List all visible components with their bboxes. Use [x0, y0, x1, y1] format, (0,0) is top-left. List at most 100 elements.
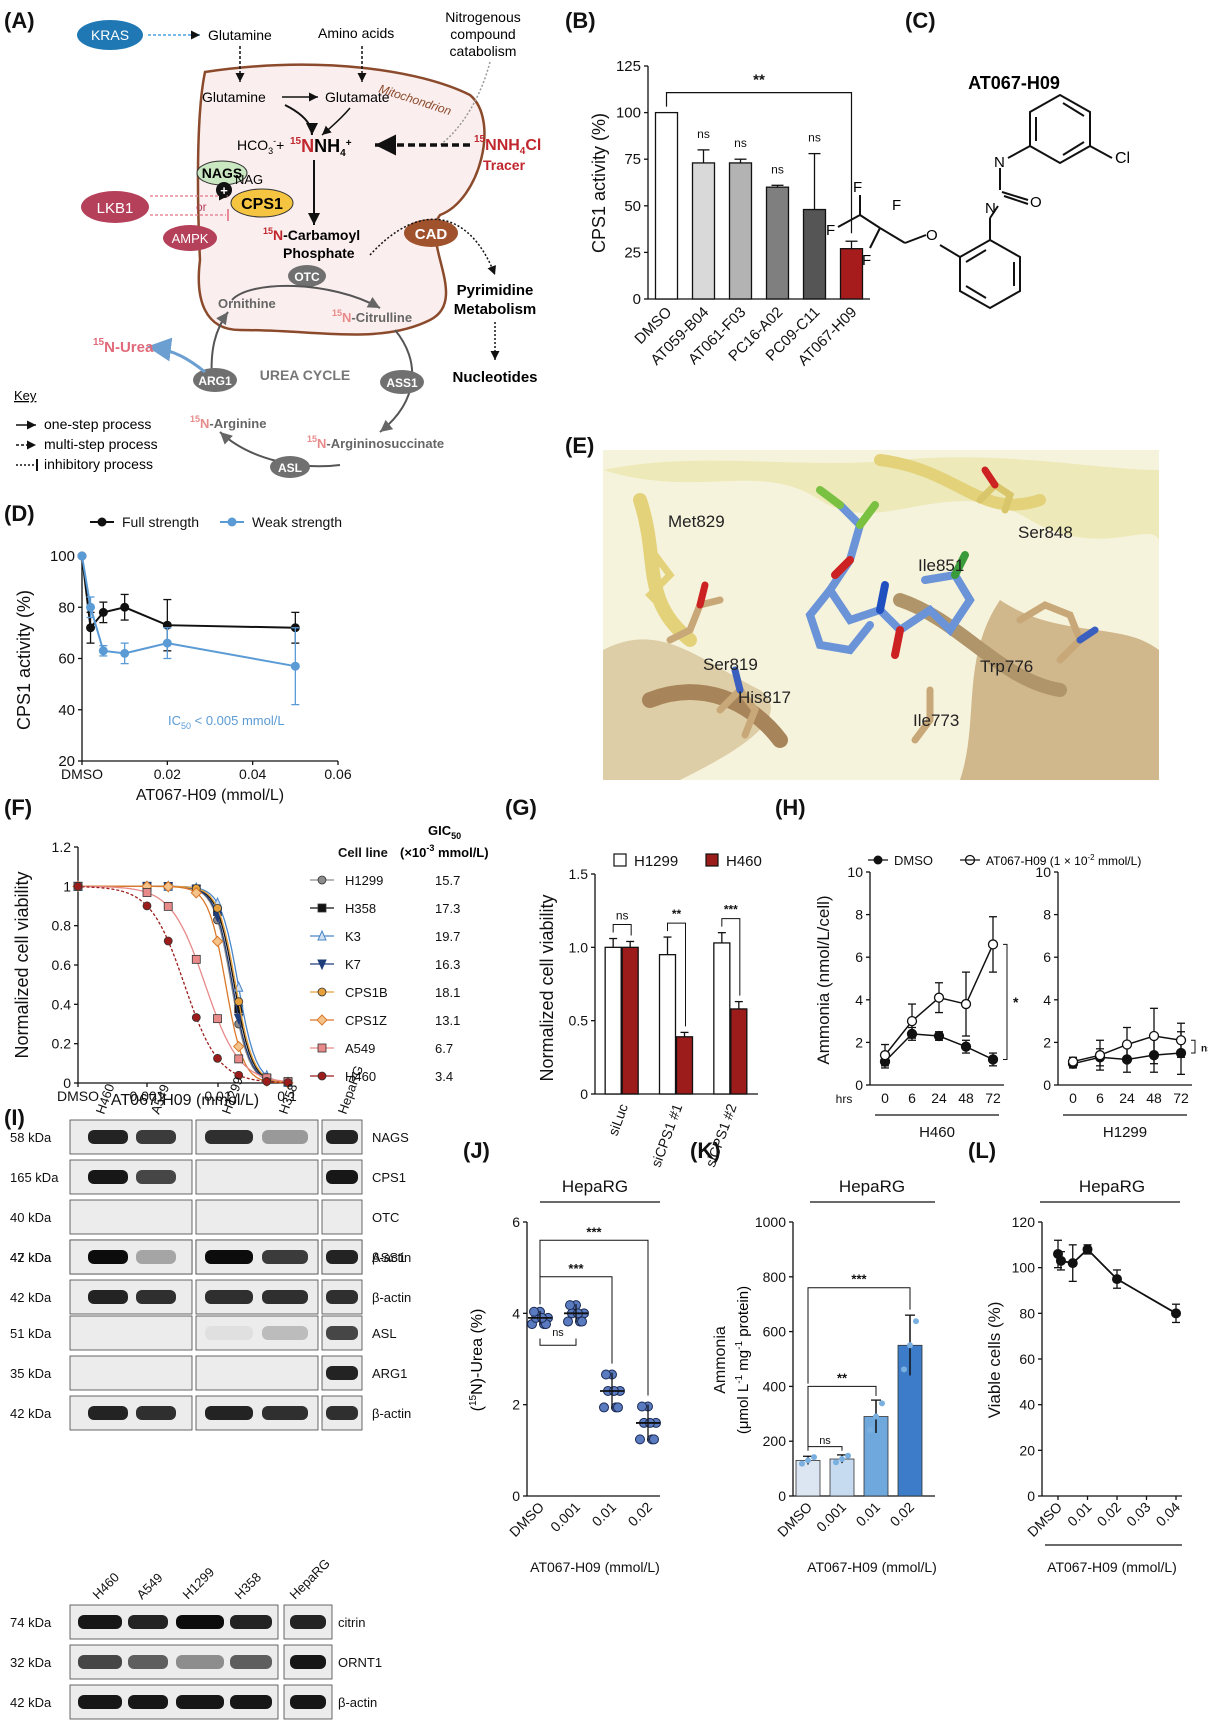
lane-label: H460: [90, 1570, 123, 1603]
blot-strip: [195, 1199, 319, 1235]
y-tick-label: 1000: [755, 1214, 786, 1230]
panel-a: (A) Mitochondrion KRAS Glutamine Amino a…: [4, 8, 541, 478]
carbamoyl-1: 15N-Carbamoyl: [263, 226, 360, 243]
band: [326, 1250, 358, 1264]
key-one-step: one-step process: [44, 416, 151, 432]
band: [230, 1615, 272, 1629]
band: [262, 1406, 308, 1420]
x-tick-label: 24: [1119, 1090, 1135, 1106]
unit-sup: -3: [426, 843, 434, 853]
data-point: [234, 1070, 244, 1080]
sig-label: **: [837, 1370, 848, 1385]
atom-o1: O: [1030, 194, 1042, 211]
fit-curve: [76, 885, 289, 1084]
y-axis-title: Normalized cell viability: [537, 894, 557, 1081]
x-tick-label: DMSO: [61, 766, 103, 782]
panel-label-l: (L): [968, 1138, 996, 1163]
protein-label: ARG1: [372, 1366, 407, 1381]
chart-k: HepaRG 0 200 400 600 800 1000 Ammonia (μmol L-1 …: [712, 1177, 937, 1575]
gic50-value: 17.3: [435, 901, 460, 916]
sig-bracket: [807, 1287, 911, 1384]
data-point: [213, 903, 222, 913]
blot-strip: [195, 1315, 319, 1351]
panel-h: (H) DMSO AT067-H09 (1 × 10-2 mmol/L) Ammon…: [775, 795, 1208, 1141]
chart-d: 20 40 60 80 100 DMSO 0.02 0.04 0.06 AT067-H09 (mm…: [14, 514, 352, 804]
y-tick-label: 600: [763, 1324, 787, 1340]
panel-label-i: (I): [4, 1105, 25, 1130]
sig-bracket: [721, 918, 741, 996]
y-tick-label: 0: [63, 1075, 71, 1091]
x-tick-label: 6: [908, 1090, 916, 1106]
bar: [675, 1036, 694, 1095]
cps1-node: [230, 188, 294, 218]
bar: [713, 942, 731, 1095]
bar: [839, 248, 864, 300]
sig-bracket: [539, 1239, 649, 1396]
y-axis-title: CPS1 activity (%): [14, 590, 34, 730]
tracer: Tracer: [483, 157, 526, 173]
legend-marker: [317, 929, 327, 941]
y-tick-label: 0: [855, 1077, 863, 1093]
atom-f2: F: [826, 222, 835, 239]
x-tick-label: 0.01: [1064, 1499, 1095, 1530]
panel-e: (E) Met829: [565, 433, 1159, 780]
band: [326, 1170, 358, 1184]
x-tick-label: 0: [1069, 1090, 1077, 1106]
ic50-text: IC: [168, 713, 181, 728]
atom-f1: F: [853, 179, 862, 196]
y-tick-label: 80: [1019, 1305, 1035, 1321]
data-point: [906, 1015, 918, 1027]
residue-sticks: [645, 466, 1099, 744]
legend-marker: [317, 875, 327, 885]
lkb1-label: LKB1: [97, 200, 134, 217]
y-tick-label: 1.5: [569, 866, 589, 882]
band: [136, 1130, 176, 1144]
legend-label: CPS1B: [345, 985, 388, 1000]
key-inhibitory: inhibitory process: [44, 456, 153, 472]
sig-bracket-label: **: [753, 72, 765, 89]
y-tick-label: 0.5: [569, 1013, 589, 1029]
gic50-value: 3.4: [435, 1069, 453, 1084]
table-header-cell: Cell line: [338, 845, 388, 860]
mitochondrion-outline: [196, 63, 486, 336]
data-point: [1148, 1030, 1160, 1042]
data-point: [839, 1456, 845, 1463]
data-point: [191, 1013, 201, 1022]
x-tick-label: 0.001: [813, 1499, 849, 1535]
panel-k: (K) HepaRG 0 200 400 600 800 1000 Ammonia (μmol …: [690, 1138, 937, 1575]
data-point: [213, 1053, 222, 1063]
ic50-sub: 50: [181, 721, 191, 731]
y-tick-label: 60: [58, 651, 75, 668]
urea-arrow: [147, 337, 206, 374]
data-point: [213, 1014, 222, 1024]
x-tick-label: 0.06: [324, 766, 351, 782]
y-tick-label: 40: [58, 702, 75, 719]
data-point: [290, 661, 300, 671]
protein-label: β-actin: [372, 1250, 411, 1265]
data-point: [1082, 1244, 1093, 1255]
bar: [604, 946, 622, 1095]
protein-label: citrin: [338, 1615, 365, 1630]
kda-label: 42 kDa: [10, 1250, 52, 1265]
legend-label: H460: [345, 1069, 376, 1084]
y-tick-label: 0: [512, 1488, 520, 1504]
protein-label: CPS1: [372, 1170, 406, 1185]
data-point: [599, 1402, 609, 1413]
kda-label: 47 kDa: [10, 1250, 52, 1265]
band: [128, 1695, 168, 1709]
data-point: [637, 1401, 647, 1412]
fit-curve: [76, 885, 289, 1084]
data-point: [1175, 1035, 1187, 1046]
fit-curve: [76, 885, 289, 1084]
band: [136, 1170, 176, 1184]
band: [290, 1655, 326, 1669]
panel-g: (G) 0 0.5 1.0 1.5 Normalized cell viability n…: [505, 795, 762, 1169]
sig-label: ns: [734, 136, 747, 150]
sig-label: ***: [568, 1261, 584, 1276]
band: [262, 1250, 308, 1264]
data-point: [879, 1050, 891, 1061]
units-a: (μmol L: [735, 1384, 752, 1434]
bar: [765, 186, 790, 300]
units-b: mg: [735, 1350, 752, 1375]
